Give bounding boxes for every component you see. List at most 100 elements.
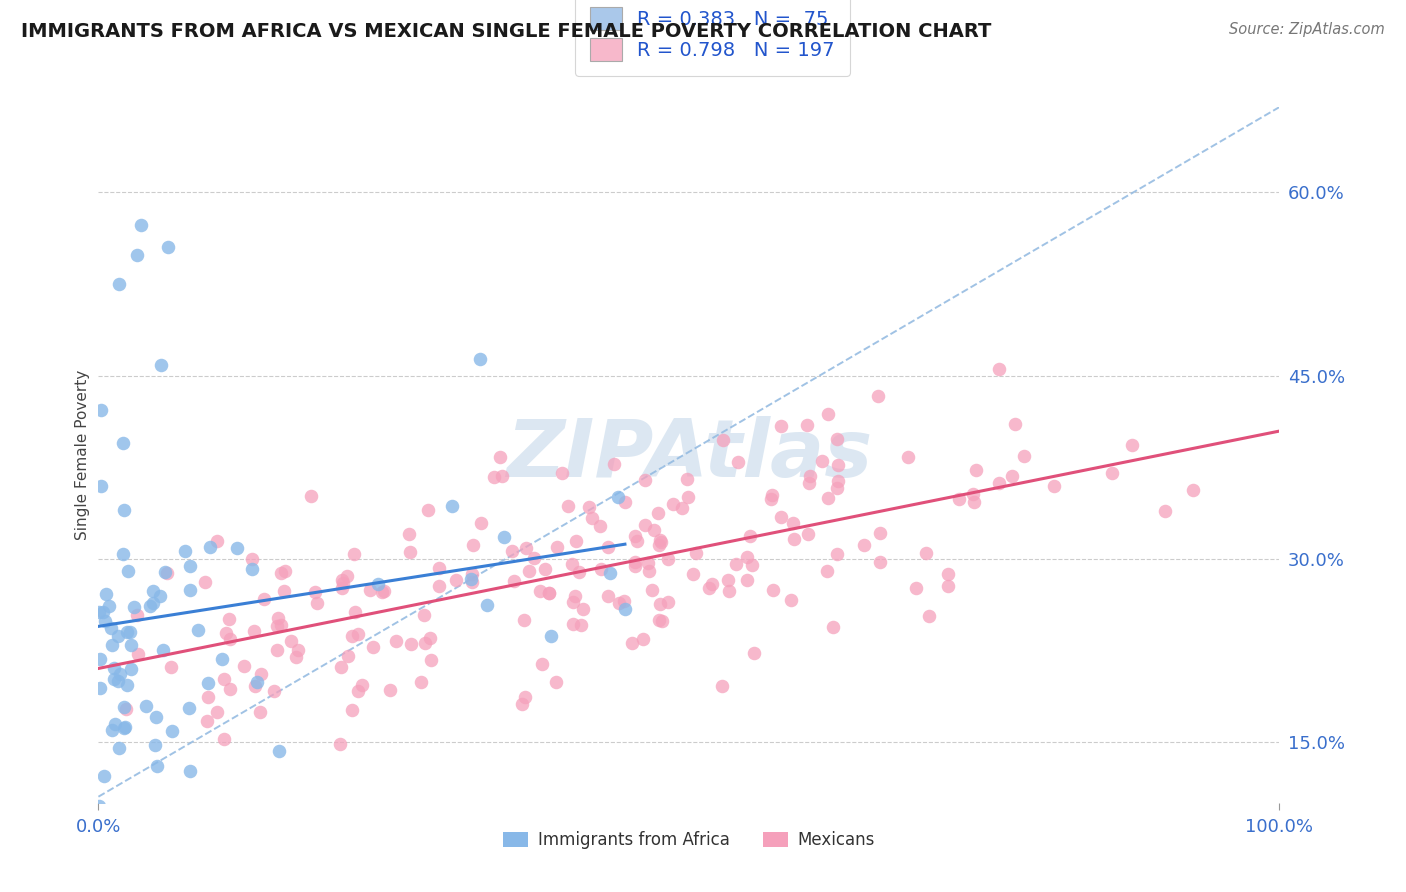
Point xyxy=(914,546,936,560)
Point xyxy=(413,608,436,623)
Point xyxy=(207,705,229,719)
Point xyxy=(817,407,839,421)
Point xyxy=(598,590,620,604)
Point xyxy=(904,582,927,596)
Point xyxy=(565,534,588,549)
Point xyxy=(589,562,612,576)
Point xyxy=(607,596,630,610)
Point xyxy=(613,495,636,509)
Point xyxy=(361,640,384,654)
Text: Source: ZipAtlas.com: Source: ZipAtlas.com xyxy=(1229,22,1385,37)
Point xyxy=(205,534,228,549)
Point xyxy=(538,586,561,600)
Point xyxy=(120,624,142,639)
Point xyxy=(87,799,110,814)
Point xyxy=(461,538,484,552)
Point xyxy=(735,573,758,587)
Point xyxy=(620,636,643,650)
Point xyxy=(240,552,263,566)
Point xyxy=(129,218,152,232)
Point xyxy=(561,557,583,571)
Point xyxy=(329,660,352,674)
Point xyxy=(444,574,467,588)
Point xyxy=(557,499,579,513)
Point xyxy=(347,683,370,698)
Point xyxy=(550,467,572,481)
Point xyxy=(599,566,621,580)
Point xyxy=(108,741,131,756)
Point xyxy=(759,492,782,507)
Point xyxy=(607,490,630,504)
Point xyxy=(142,596,165,610)
Point xyxy=(177,700,200,714)
Point xyxy=(513,613,536,627)
Point xyxy=(510,697,533,711)
Point xyxy=(823,620,845,634)
Point xyxy=(270,618,292,632)
Point xyxy=(769,509,792,524)
Point xyxy=(568,565,591,579)
Text: IMMIGRANTS FROM AFRICA VS MEXICAN SINGLE FEMALE POVERTY CORRELATION CHART: IMMIGRANTS FROM AFRICA VS MEXICAN SINGLE… xyxy=(21,22,991,41)
Point xyxy=(197,690,219,704)
Point xyxy=(671,500,693,515)
Point xyxy=(232,659,254,673)
Point xyxy=(869,555,891,569)
Point xyxy=(420,653,443,667)
Point xyxy=(299,489,322,503)
Point xyxy=(613,601,636,615)
Point xyxy=(475,598,498,612)
Point xyxy=(647,539,669,553)
Point xyxy=(347,627,370,641)
Point xyxy=(127,248,149,262)
Point xyxy=(135,698,157,713)
Point xyxy=(631,632,654,647)
Point xyxy=(416,502,439,516)
Point xyxy=(100,620,122,634)
Point xyxy=(274,564,297,578)
Point xyxy=(562,617,585,632)
Point xyxy=(304,585,326,599)
Point xyxy=(918,609,941,624)
Point xyxy=(179,559,201,574)
Point xyxy=(613,594,636,608)
Point xyxy=(117,564,139,578)
Point xyxy=(661,497,683,511)
Point xyxy=(461,575,484,590)
Point xyxy=(111,547,134,561)
Point xyxy=(623,529,645,543)
Point xyxy=(817,491,839,505)
Point xyxy=(1101,466,1123,480)
Point xyxy=(111,436,134,450)
Point xyxy=(598,540,620,554)
Point xyxy=(634,473,657,487)
Point xyxy=(948,491,970,506)
Point xyxy=(651,614,673,628)
Point xyxy=(546,541,568,555)
Point xyxy=(139,599,162,614)
Point xyxy=(93,769,115,783)
Point xyxy=(634,518,657,533)
Point xyxy=(409,674,432,689)
Point xyxy=(197,676,219,690)
Point xyxy=(284,650,307,665)
Point xyxy=(936,579,959,593)
Point xyxy=(174,544,197,558)
Point xyxy=(143,738,166,752)
Point xyxy=(156,566,179,581)
Point xyxy=(540,629,562,643)
Point xyxy=(782,532,804,546)
Point xyxy=(110,666,132,681)
Point xyxy=(797,475,820,490)
Point xyxy=(112,700,135,714)
Point xyxy=(581,511,603,525)
Point xyxy=(494,530,516,544)
Point xyxy=(120,661,142,675)
Point xyxy=(503,574,526,588)
Point xyxy=(1043,479,1066,493)
Point xyxy=(676,472,699,486)
Point xyxy=(399,545,422,559)
Point xyxy=(717,573,740,587)
Point xyxy=(90,402,112,417)
Point xyxy=(96,587,118,601)
Point xyxy=(546,675,568,690)
